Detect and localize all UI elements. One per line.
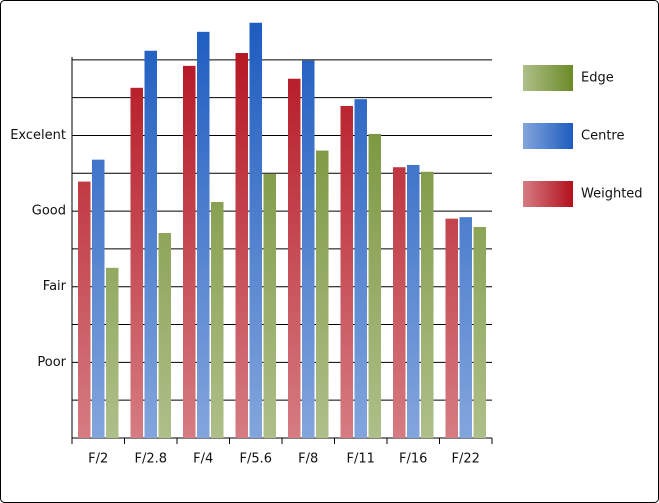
- bar: [211, 202, 224, 438]
- x-tick-label: F/22: [452, 452, 480, 467]
- legend-swatch: [523, 123, 573, 149]
- y-tick-label: Excelent: [10, 128, 66, 143]
- bar: [288, 78, 301, 439]
- bar: [249, 22, 262, 439]
- legend-swatch: [523, 181, 573, 207]
- bar: [421, 171, 434, 438]
- bar: [407, 164, 420, 438]
- bar: [130, 87, 143, 438]
- bar: [78, 181, 91, 439]
- x-tick-label: F/11: [347, 452, 375, 467]
- bar: [316, 150, 329, 438]
- bar: [473, 226, 486, 438]
- bar: [92, 159, 105, 438]
- x-tick-label: F/4: [193, 452, 213, 467]
- bar: [197, 31, 210, 438]
- bar: [393, 167, 406, 439]
- y-tick-label: Good: [32, 204, 66, 219]
- bar: [354, 99, 367, 438]
- legend-label: Edge: [581, 71, 614, 86]
- bar: [445, 218, 458, 438]
- x-tick-label: F/16: [399, 452, 427, 467]
- bar: [302, 60, 315, 438]
- legend-label: Centre: [581, 129, 624, 144]
- x-tick-label: F/2: [88, 452, 108, 467]
- x-tick-label: F/8: [298, 452, 318, 467]
- bar: [235, 53, 248, 438]
- legend-label: Weighted: [581, 187, 643, 202]
- legend-swatch: [523, 65, 573, 91]
- x-tick-label: F/5.6: [239, 452, 272, 467]
- x-tick-label: F/2.8: [134, 452, 167, 467]
- bar: [183, 65, 196, 439]
- bar: [340, 105, 353, 438]
- bar: [144, 50, 157, 438]
- bar: [106, 267, 119, 438]
- bar: [368, 133, 381, 438]
- y-tick-label: Fair: [43, 279, 67, 294]
- bar: [459, 217, 472, 438]
- bar: [263, 174, 276, 438]
- bar: [158, 233, 171, 438]
- y-tick-label: Poor: [37, 355, 66, 370]
